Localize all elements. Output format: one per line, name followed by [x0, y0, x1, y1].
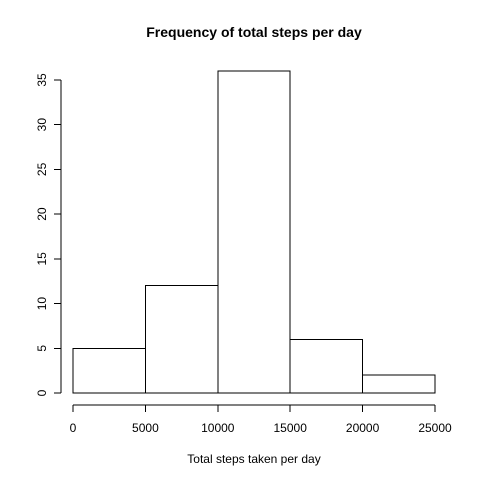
x-tick-label: 25000 — [418, 421, 452, 435]
y-tick-label: 0 — [35, 389, 49, 396]
histogram-bar-4 — [362, 374, 436, 394]
y-tick-label: 20 — [35, 207, 49, 221]
bars-group — [72, 70, 436, 394]
y-tick-label: 30 — [35, 118, 49, 132]
x-axis-label: Total steps taken per day — [187, 452, 320, 466]
x-tick-label: 10000 — [201, 421, 235, 435]
y-tick-label: 10 — [35, 297, 49, 311]
x-tick-label: 5000 — [132, 421, 159, 435]
y-tick-label: 35 — [35, 73, 49, 87]
x-tick-label: 15000 — [274, 421, 308, 435]
y-tick-label: 25 — [35, 162, 49, 176]
y-axis: 0 5 10 15 20 25 30 35 — [35, 73, 62, 396]
histogram-bar-3 — [289, 338, 364, 394]
x-tick-label: 20000 — [346, 421, 380, 435]
chart-title: Frequency of total steps per day — [146, 24, 362, 40]
x-axis: 0 5000 10000 15000 20000 25000 — [70, 404, 452, 435]
histogram-bar-2 — [217, 70, 291, 394]
histogram-bar-1 — [144, 285, 219, 394]
y-tick-label: 5 — [35, 345, 49, 352]
x-tick-label: 0 — [70, 421, 77, 435]
y-tick-label: 15 — [35, 252, 49, 266]
histogram-bar-0 — [72, 347, 146, 394]
